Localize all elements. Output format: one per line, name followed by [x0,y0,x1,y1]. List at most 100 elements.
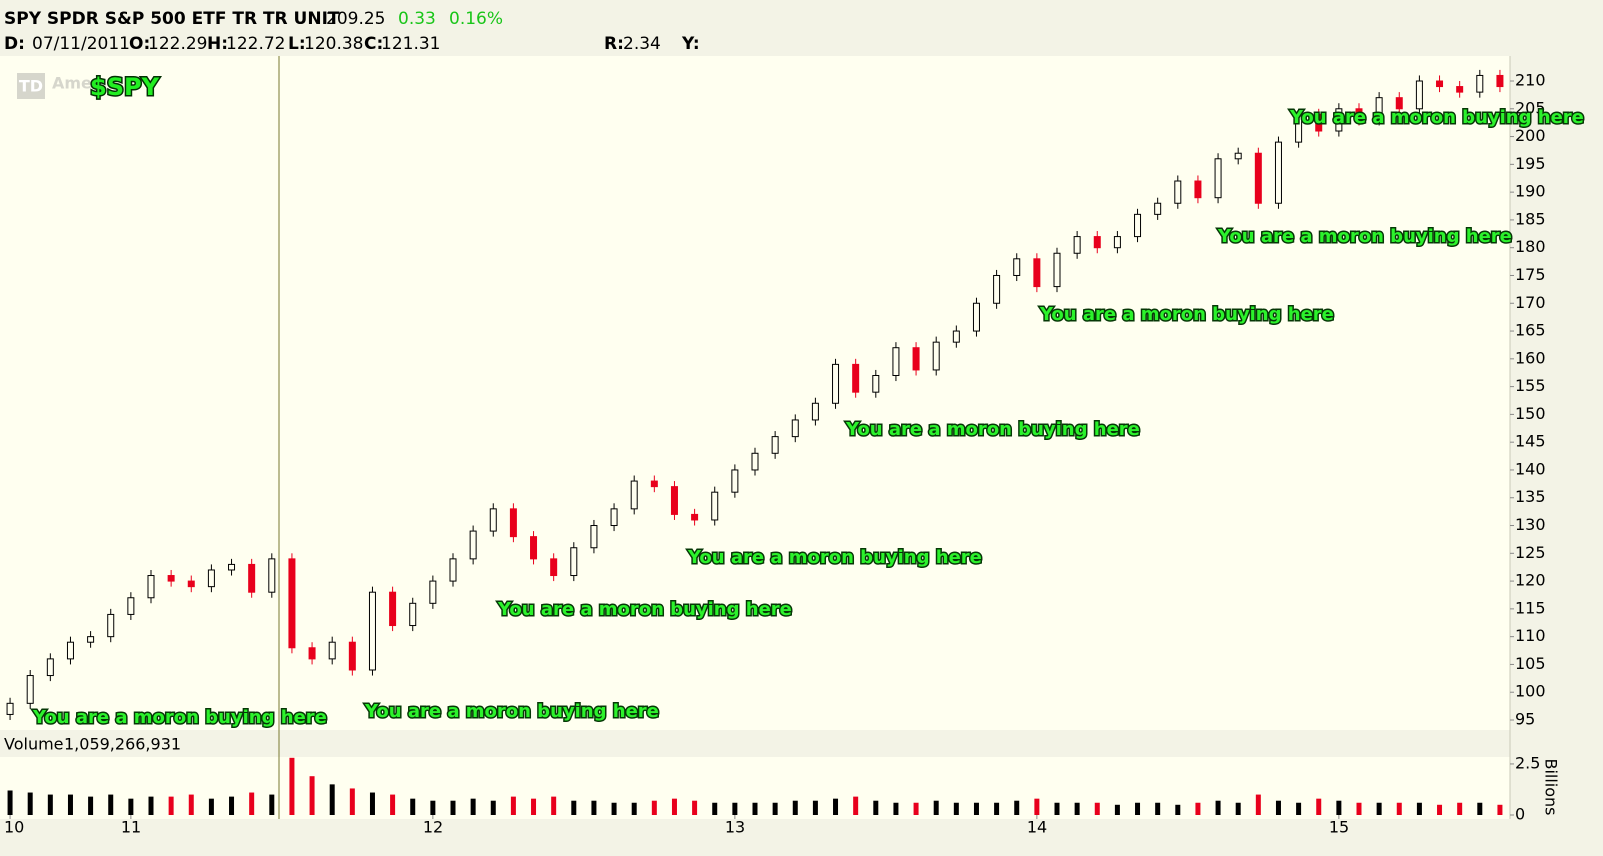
candle-body [530,536,538,560]
volume-bar [531,798,537,815]
volume-unit: Billions [1542,758,1561,815]
volume-bar [933,800,939,815]
y-tick-label: 120 [1515,571,1546,590]
x-tick-label: 10 [4,818,24,837]
y-tick-label: 185 [1515,209,1546,228]
volume-bar [1135,802,1141,815]
volume-bar [67,794,73,815]
annotation: You are a moron buying here [1289,107,1584,128]
candle-body [389,591,397,627]
candle-body [1113,236,1121,249]
y-label: Y: [681,34,700,54]
candle-body [87,636,95,643]
candle-body [1134,213,1142,238]
candle-body [1214,158,1222,199]
volume-bar [309,776,315,815]
volume-bar [1034,798,1040,815]
annotation: You are a moron buying here [845,419,1140,440]
candle-body [1234,152,1242,160]
low-label: L: [288,34,306,54]
volume-bar [953,802,959,815]
candle-body [1274,141,1282,204]
candle-body [268,558,276,593]
last-price: 209.25 [326,9,385,29]
high: 122.72 [226,34,285,54]
annotation: You are a moron buying here [1039,304,1334,325]
candle-body [590,525,598,549]
candle-body [6,702,14,715]
y-tick-label: 140 [1515,459,1546,478]
y-tick-label: 125 [1515,543,1546,562]
volume-bar [289,757,295,815]
volume-bar [692,800,698,815]
candle-body [127,597,135,615]
candle-body [409,602,417,627]
candle-body [1415,80,1423,110]
annotation: You are a moron buying here [497,599,792,620]
low: 120.38 [304,34,363,54]
volume-bar [551,796,557,815]
volume-bar [893,802,899,815]
logo-badge: TD [19,77,43,96]
candle-body [570,547,578,577]
candle-body [187,580,195,588]
y-tick-label: 170 [1515,293,1546,312]
candle-body [1073,236,1081,254]
volume-bar [1175,804,1181,815]
volume-bar [651,800,657,815]
volume-bar [671,798,677,815]
candle-body [1456,86,1464,93]
volume-bar [732,802,738,815]
candle-body [610,508,618,527]
candle-body [429,580,437,604]
volume-bar [229,796,235,815]
logo: Ame [52,74,92,93]
candle-body [509,508,517,538]
volume-bar [1416,802,1422,815]
open-label: O: [129,34,150,54]
volume-bar [1215,800,1221,815]
candle-body [832,363,840,404]
volume-bar [1376,802,1382,815]
y-tick-label: 135 [1515,487,1546,506]
volume-bar [853,796,859,815]
volume-bar [772,802,778,815]
x-tick-label: 13 [725,818,745,837]
r-label: R: [604,34,624,54]
volume-bar [490,800,496,815]
x-tick-label: 14 [1027,818,1047,837]
volume-bar [1437,804,1443,815]
price-pane [0,56,1510,730]
volume-bar [108,794,114,815]
candle-body [932,341,940,371]
annotation: You are a moron buying here [687,547,982,568]
volume-bar [1396,802,1402,815]
y-tick-label: 200 [1515,126,1546,145]
candle-body [288,558,296,649]
y-tick-label: 210 [1515,71,1546,90]
y-tick-label: 145 [1515,432,1546,451]
date-label: D: [4,34,25,54]
candle-body [972,302,980,332]
candle-body [1254,152,1262,204]
candle-body [1174,180,1182,204]
logo-badge-bg [17,73,45,99]
volume-bar [188,794,194,815]
date: 07/11/2011 [32,34,130,54]
annotation: You are a moron buying here [1217,226,1512,247]
candle-body [328,641,336,660]
candle-body [791,419,799,438]
volume-bar [47,794,53,815]
volume-bar [269,794,275,815]
open: 122.29 [148,34,207,54]
candle-body [691,513,699,521]
candle-body [630,480,638,510]
candle-body [1496,74,1504,88]
candle-body [1315,113,1323,132]
volume-bar [1497,804,1503,815]
y-tick-label: 165 [1515,321,1546,340]
volume-bar [1275,800,1281,815]
volume-bar [571,800,577,815]
